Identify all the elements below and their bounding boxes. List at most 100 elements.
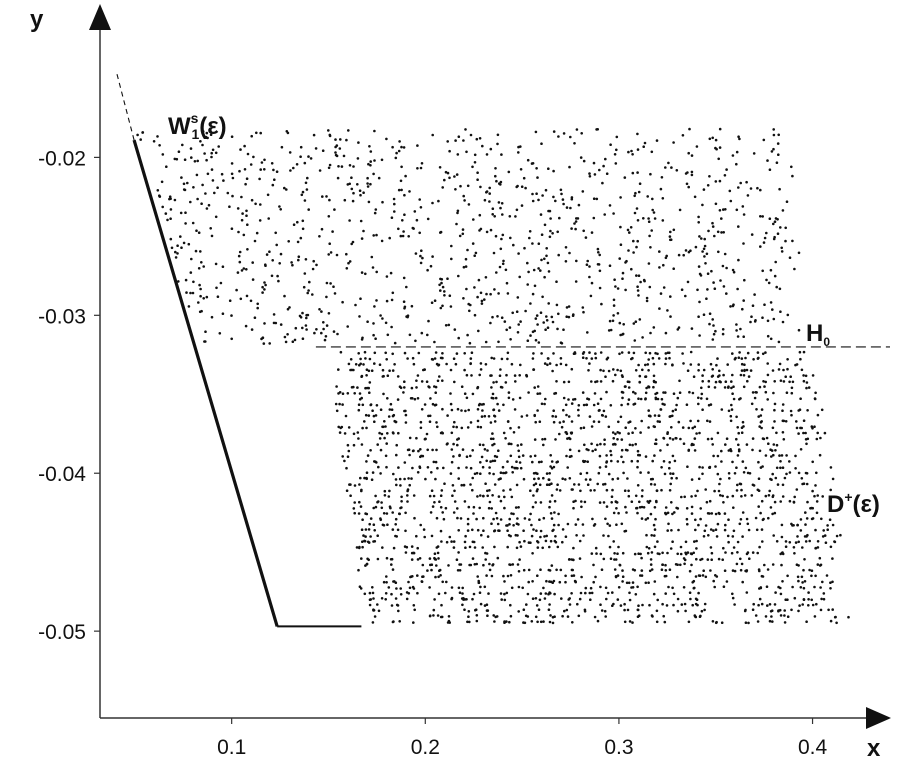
- data-point: [263, 281, 266, 284]
- data-point: [555, 568, 558, 572]
- data-point: [482, 529, 485, 532]
- data-point: [372, 523, 376, 526]
- data-point: [574, 227, 577, 231]
- data-point: [472, 505, 476, 509]
- data-point: [777, 340, 781, 344]
- data-point: [476, 295, 479, 299]
- data-point: [462, 483, 466, 487]
- data-point: [695, 432, 698, 435]
- data-point: [729, 414, 733, 418]
- data-point: [279, 208, 283, 211]
- data-point: [408, 483, 412, 487]
- data-point: [465, 598, 468, 601]
- data-point: [558, 432, 561, 436]
- y-axis-label: y: [30, 6, 44, 33]
- data-point: [636, 171, 639, 174]
- data-point: [548, 580, 551, 583]
- data-point: [495, 380, 498, 384]
- data-point: [739, 482, 743, 486]
- data-point: [616, 287, 620, 290]
- data-point: [509, 574, 513, 577]
- data-point: [625, 511, 628, 514]
- data-point: [706, 288, 709, 291]
- data-point: [503, 471, 507, 475]
- data-point: [416, 546, 420, 550]
- data-point: [739, 518, 743, 521]
- data-point: [627, 249, 630, 252]
- data-point: [489, 437, 493, 441]
- data-point: [529, 489, 532, 493]
- data-point: [811, 427, 814, 430]
- data-point: [542, 321, 545, 324]
- data-point: [623, 620, 627, 624]
- data-point: [790, 165, 793, 169]
- data-point: [479, 185, 482, 189]
- data-point: [719, 279, 722, 282]
- data-point: [307, 289, 310, 292]
- data-point: [758, 425, 761, 428]
- data-point: [742, 385, 746, 389]
- data-point: [804, 431, 807, 435]
- data-point: [517, 585, 521, 589]
- data-point: [456, 569, 460, 572]
- data-point: [802, 431, 805, 435]
- data-point: [541, 438, 544, 441]
- data-point: [191, 221, 195, 225]
- data-point: [254, 202, 257, 206]
- data-point: [369, 403, 373, 407]
- data-point: [500, 316, 504, 320]
- data-point: [322, 321, 325, 324]
- data-point: [759, 215, 762, 218]
- data-point: [730, 403, 733, 407]
- data-point: [793, 495, 796, 499]
- data-point: [713, 386, 717, 389]
- data-point: [806, 500, 809, 504]
- data-point: [522, 176, 526, 180]
- data-point: [675, 169, 679, 172]
- data-point: [206, 136, 209, 140]
- data-point: [503, 320, 507, 323]
- data-point: [473, 286, 476, 289]
- data-point: [325, 324, 329, 327]
- data-point: [568, 251, 571, 255]
- data-point: [676, 609, 680, 613]
- data-point: [783, 476, 787, 480]
- data-point: [397, 609, 400, 613]
- data-point: [735, 489, 739, 492]
- data-point: [741, 535, 744, 538]
- data-point: [359, 505, 363, 508]
- data-point: [506, 460, 509, 463]
- data-point: [466, 426, 470, 429]
- data-point: [760, 499, 764, 503]
- data-point: [597, 471, 601, 475]
- data-point: [388, 236, 392, 240]
- data-point: [276, 274, 279, 278]
- data-point: [773, 420, 776, 423]
- data-point: [600, 568, 604, 571]
- data-point: [412, 604, 416, 607]
- data-point: [406, 500, 409, 503]
- data-point: [703, 602, 707, 606]
- data-point: [519, 466, 523, 470]
- data-point: [759, 188, 762, 192]
- data-point: [419, 206, 423, 209]
- data-point: [744, 356, 747, 360]
- data-point: [530, 534, 534, 538]
- data-point: [161, 153, 165, 156]
- data-point: [577, 614, 581, 618]
- data-point: [581, 391, 585, 394]
- data-point: [622, 460, 625, 464]
- data-point: [651, 197, 654, 201]
- data-point: [655, 609, 659, 613]
- data-point: [712, 281, 715, 284]
- data-point: [522, 568, 526, 572]
- data-point: [458, 453, 461, 457]
- data-point: [278, 205, 281, 208]
- data-point: [415, 379, 418, 383]
- data-point: [379, 517, 382, 520]
- data-point: [399, 593, 403, 596]
- data-point: [512, 512, 515, 516]
- data-point: [597, 420, 601, 424]
- data-point: [382, 392, 385, 396]
- data-point: [586, 259, 589, 263]
